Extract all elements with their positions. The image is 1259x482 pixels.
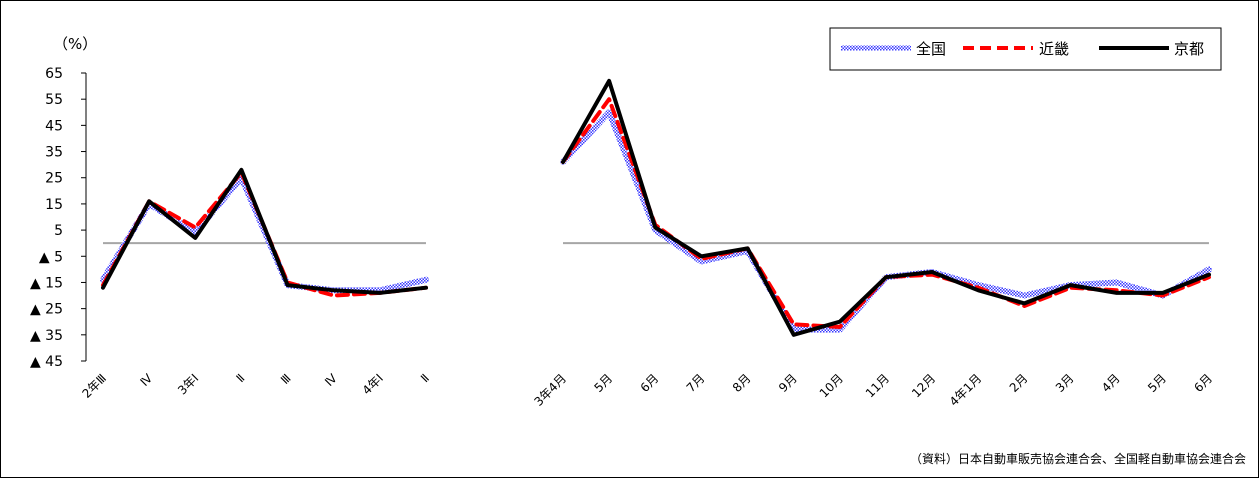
y-tick-label: 55: [45, 92, 63, 108]
series-line-京都: [101, 167, 428, 295]
y-axis-unit: （%）: [53, 35, 97, 53]
legend-label-kinki: 近畿: [1039, 40, 1069, 58]
y-tick-label: 45: [45, 118, 63, 134]
x-tick-label: 4年1月: [947, 371, 985, 409]
series-layer: [100, 78, 1212, 337]
x-tick-label: 7月: [684, 371, 708, 395]
legend: 全国 近畿 京都: [829, 27, 1222, 71]
x-tick-label: 3月: [1053, 371, 1077, 395]
y-tick-label: 35: [45, 145, 63, 161]
legend-label-zenkoku: 全国: [916, 40, 946, 58]
y-tick-label: ▲ 35: [30, 328, 63, 344]
x-tick-label: 2年Ⅲ: [79, 371, 109, 401]
x-tick-label: 3年4月: [531, 371, 569, 409]
y-tick-label: 65: [45, 66, 63, 82]
x-tick-label: 4月: [1099, 371, 1123, 395]
x-tick-label: Ⅳ: [138, 371, 156, 389]
y-tick-label: ▲ 5: [39, 249, 63, 265]
x-tick-label: 5月: [1145, 371, 1169, 395]
y-tick-label: ▲ 15: [30, 275, 63, 291]
y-tick-label: ▲ 45: [30, 354, 63, 370]
series-line-京都: [561, 78, 1211, 337]
y-tick-label: 15: [45, 197, 63, 213]
series-line-全国: [100, 174, 429, 294]
x-tick-label: 6月: [638, 371, 662, 395]
x-tick-label: Ⅳ: [322, 371, 340, 389]
x-tick-label: 3年Ⅰ: [175, 371, 201, 397]
x-tick-label: 8月: [730, 371, 754, 395]
source-note: （資料）日本自動車販売協会連合会、全国軽自動車協会連合会: [910, 451, 1246, 466]
y-tick-label: 25: [45, 171, 63, 187]
x-tick-label: 2月: [1007, 371, 1031, 395]
x-tick-label: 4年Ⅰ: [360, 371, 386, 397]
x-tick-label: 5月: [591, 371, 615, 395]
x-tick-label: Ⅱ: [418, 371, 432, 385]
legend-label-kyoto: 京都: [1174, 40, 1204, 58]
x-tick-label: 12月: [909, 371, 938, 400]
x-tick-label: 6月: [1191, 371, 1215, 395]
y-axis-ticks: 65 55 45 35 25 15 5 ▲ 5 ▲ 15 ▲ 25 ▲ 35 ▲ 45: [30, 66, 86, 370]
y-tick-label: 5: [54, 223, 63, 239]
y-tick-label: ▲ 25: [30, 302, 63, 318]
x-axis-ticks: 2年Ⅲ Ⅳ 3年Ⅰ Ⅱ Ⅲ Ⅳ 4年Ⅰ Ⅱ 3年4月 5月 6月 7月 8月 9月 10月 11月 12月 4年1…: [79, 371, 1215, 409]
x-tick-label: 10月: [817, 371, 846, 400]
x-tick-label: 11月: [863, 371, 892, 400]
x-tick-label: 9月: [776, 371, 800, 395]
x-tick-label: Ⅱ: [233, 371, 247, 385]
x-tick-label: Ⅲ: [278, 371, 294, 387]
series-line-全国: [560, 109, 1212, 333]
